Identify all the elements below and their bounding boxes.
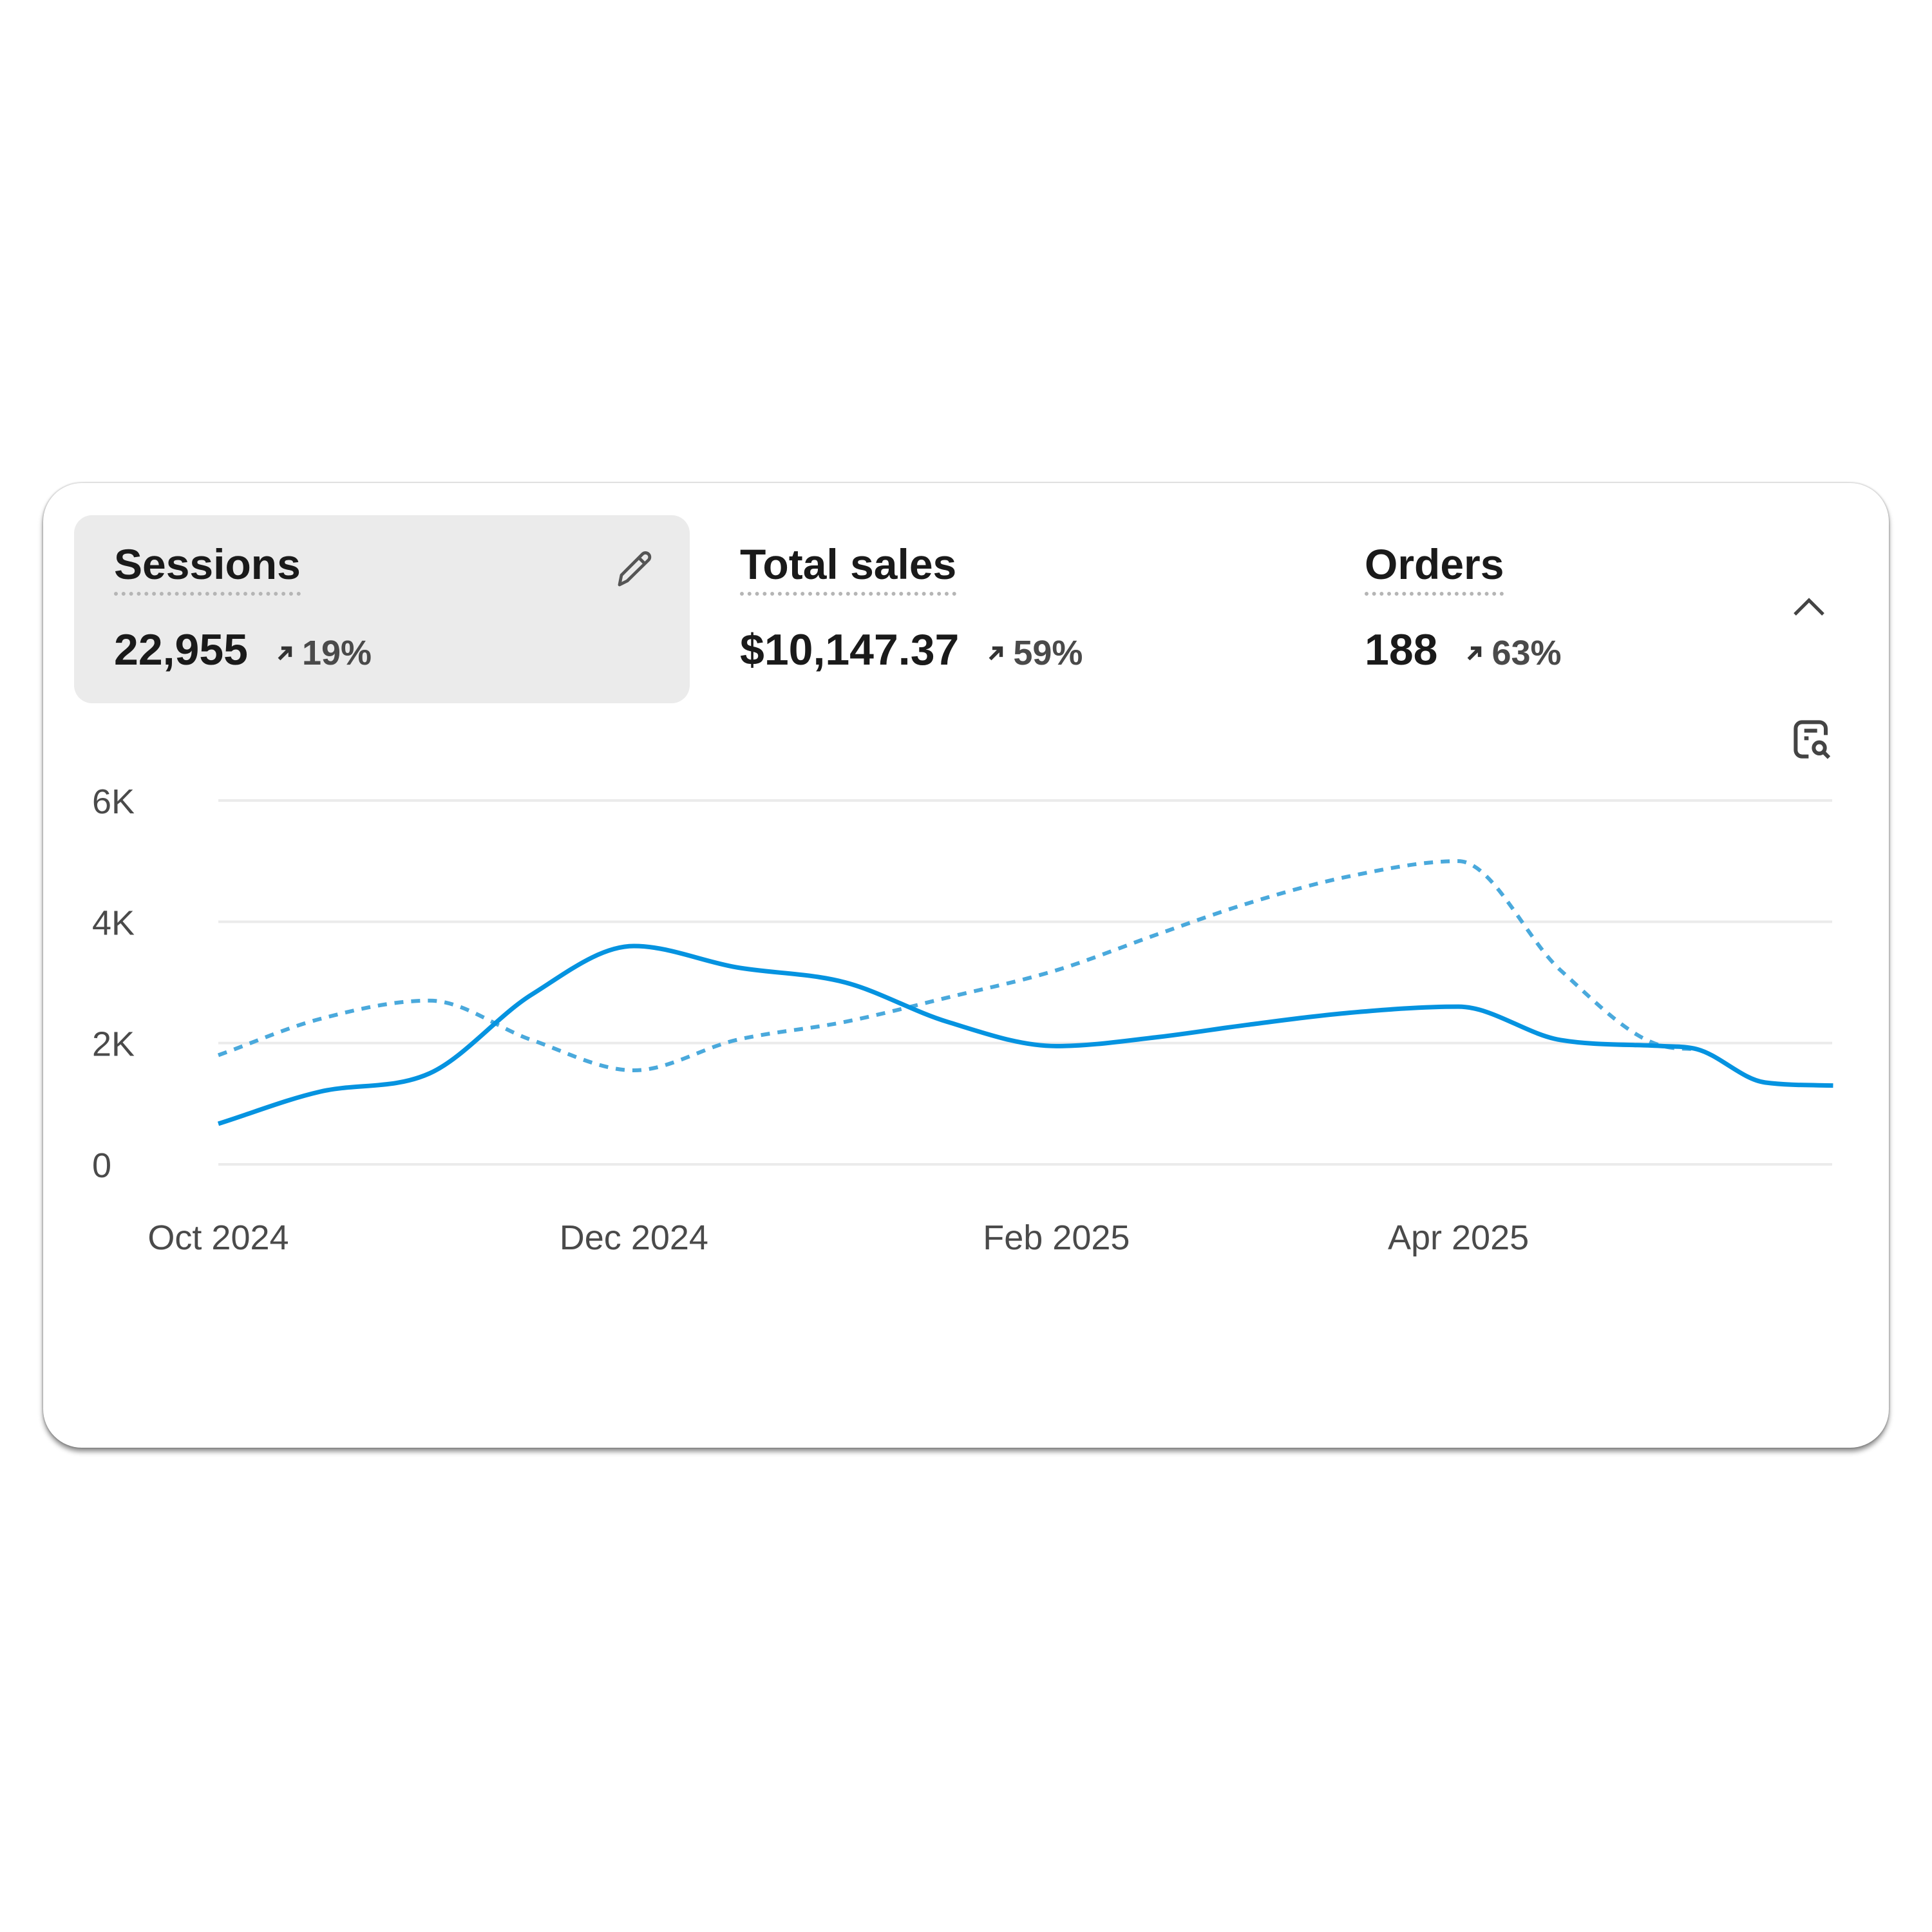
arrow-up-right-icon	[989, 646, 1003, 661]
metric-change: 63%	[1463, 633, 1562, 673]
metric-value-row: $10,147.37 59%	[740, 625, 1083, 675]
x-tick-label: Apr 2025	[1388, 1218, 1529, 1257]
y-tick-label: 0	[92, 1146, 111, 1185]
metric-change: 19%	[274, 633, 372, 673]
x-tick-label: Oct 2024	[147, 1218, 289, 1257]
y-tick-label: 4K	[92, 904, 135, 942]
series-line-previous	[217, 859, 1698, 1073]
metric-change: 59%	[985, 633, 1083, 673]
report-search-icon[interactable]	[1787, 714, 1839, 765]
metric-change-value: 63%	[1492, 634, 1562, 672]
metric-title[interactable]: Total sales	[740, 541, 957, 596]
metric-tile-orders[interactable]: Orders 188 63%	[1325, 515, 1932, 703]
metric-value: 188	[1365, 625, 1438, 674]
arrow-up-right-icon	[1468, 646, 1482, 661]
metric-title[interactable]: Sessions	[114, 541, 301, 596]
chevron-up-icon[interactable]	[1790, 592, 1828, 621]
y-tick-label: 6K	[92, 782, 135, 821]
arrow-up-right-icon	[278, 646, 292, 661]
metrics-chart-card: Sessions 22,955 19% Total sales $10,147.…	[43, 483, 1889, 1448]
series-line-current	[217, 943, 1833, 1126]
pencil-icon[interactable]	[612, 546, 658, 592]
metric-value-row: 22,955 19%	[114, 625, 372, 675]
metric-title[interactable]: Orders	[1365, 541, 1504, 596]
y-tick-label: 2K	[92, 1025, 135, 1064]
metric-change-value: 19%	[301, 634, 372, 672]
metric-value-row: 188 63%	[1365, 625, 1562, 675]
metric-tile-sessions[interactable]: Sessions 22,955 19%	[74, 515, 690, 703]
metric-value: $10,147.37	[740, 625, 960, 674]
metric-tile-total-sales[interactable]: Total sales $10,147.37 59%	[700, 515, 1316, 703]
metric-value: 22,955	[114, 625, 248, 674]
metric-change-value: 59%	[1013, 634, 1083, 672]
x-tick-label: Feb 2025	[983, 1218, 1130, 1257]
x-tick-label: Dec 2024	[560, 1218, 708, 1257]
